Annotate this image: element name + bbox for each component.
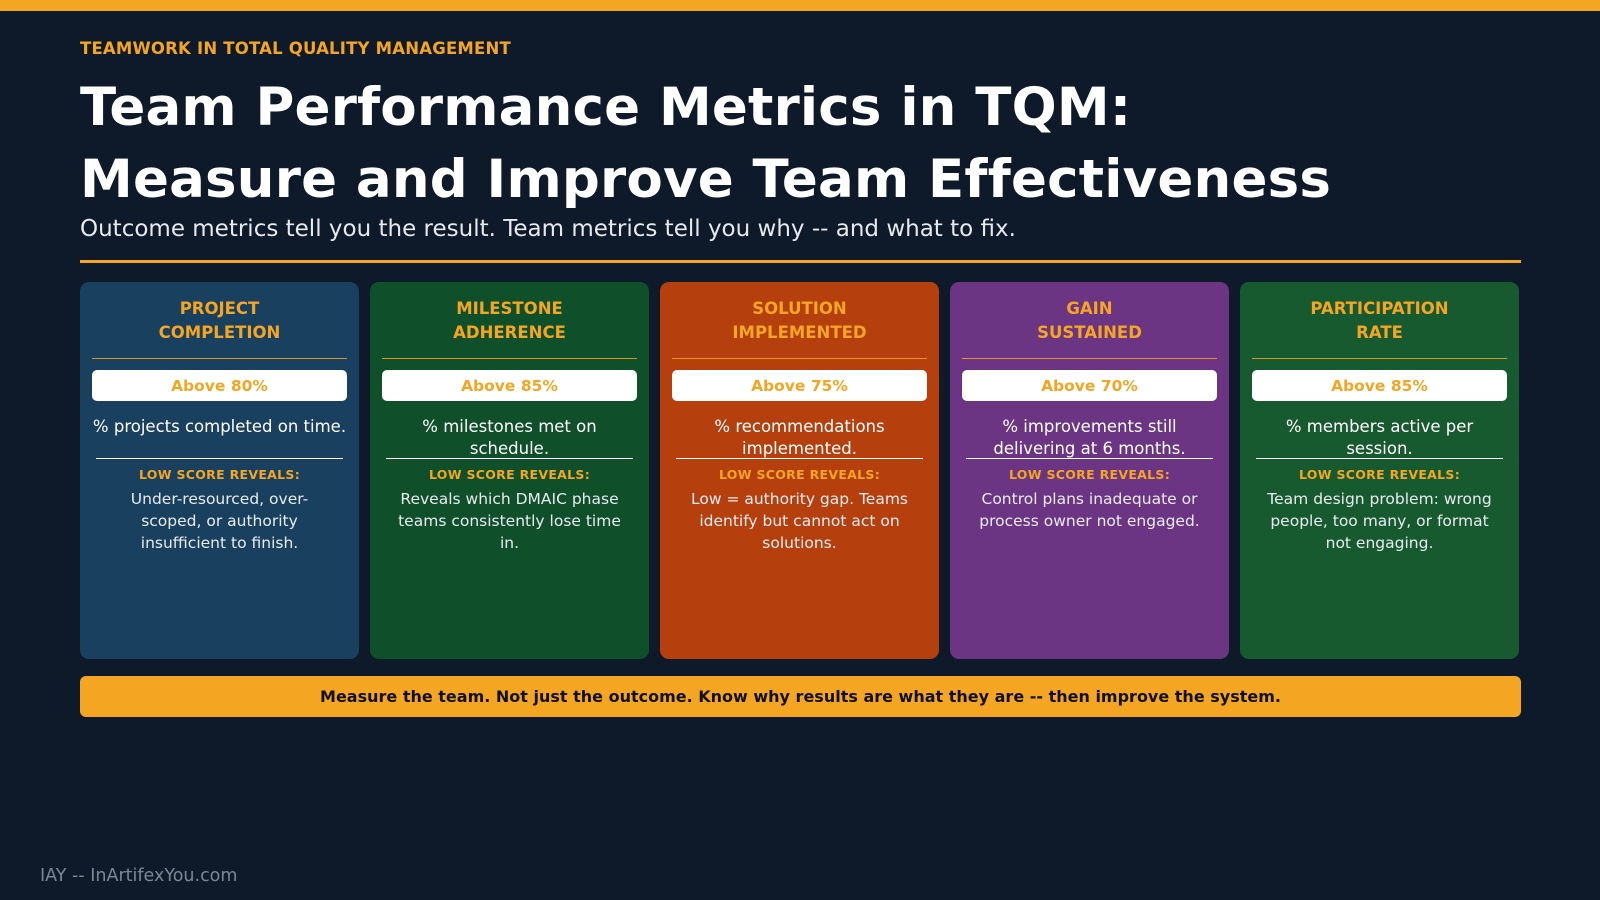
low-score-reveal: Low = authority gap. Teams identify but … xyxy=(691,490,908,552)
page-subtitle: Outcome metrics tell you the result. Tea… xyxy=(80,216,1016,242)
target-badge: Above 75% xyxy=(672,370,927,401)
description-divider xyxy=(1256,458,1503,459)
title-line-1: Team Performance Metrics in TQM: xyxy=(80,77,1132,138)
low-score-reveal: Reveals which DMAIC phase teams consiste… xyxy=(398,490,621,552)
card-divider xyxy=(382,358,637,359)
metric-card-gain-sustained: GAIN SUSTAINED Above 70% % improvements … xyxy=(950,282,1229,659)
low-score-label: LOW SCORE REVEALS: xyxy=(718,467,881,482)
metric-card-participation-rate: PARTICIPATION RATE Above 85% % members a… xyxy=(1240,282,1519,659)
low-score-label: LOW SCORE REVEALS: xyxy=(428,467,591,482)
card-title-line-1: SOLUTION xyxy=(752,299,847,318)
card-title: PARTICIPATION RATE xyxy=(1240,297,1519,345)
page-title: Team Performance Metrics in TQM: Measure… xyxy=(80,72,1520,216)
description-divider xyxy=(676,458,923,459)
footer-credit: IAY -- InArtifexYou.com xyxy=(40,866,238,886)
top-accent-bar xyxy=(0,0,1600,11)
low-score-label: LOW SCORE REVEALS: xyxy=(1008,467,1171,482)
target-badge: Above 85% xyxy=(1252,370,1507,401)
metric-description: % milestones met on schedule. xyxy=(422,417,597,458)
description-divider xyxy=(386,458,633,459)
card-divider xyxy=(92,358,347,359)
card-title: GAIN SUSTAINED xyxy=(950,297,1229,345)
low-score-reveal: Control plans inadequate or process owne… xyxy=(979,490,1200,530)
card-title-line-1: MILESTONE xyxy=(456,299,563,318)
target-badge: Above 70% xyxy=(962,370,1217,401)
low-score-reveal: Under-resourced, over-scoped, or authori… xyxy=(130,490,309,552)
card-title-line-1: GAIN xyxy=(1066,299,1113,318)
card-divider xyxy=(962,358,1217,359)
card-title-line-2: RATE xyxy=(1356,323,1403,342)
takeaway-text: Measure the team. Not just the outcome. … xyxy=(320,687,1281,706)
target-badge: Above 80% xyxy=(92,370,347,401)
target-badge: Above 85% xyxy=(382,370,637,401)
description-divider xyxy=(96,458,343,459)
metric-description: % projects completed on time. xyxy=(92,417,347,436)
eyebrow-label: TEAMWORK IN TOTAL QUALITY MANAGEMENT xyxy=(80,39,511,58)
takeaway-banner: Measure the team. Not just the outcome. … xyxy=(80,676,1521,717)
card-title-line-1: PARTICIPATION xyxy=(1310,299,1449,318)
card-title: PROJECT COMPLETION xyxy=(80,297,359,345)
card-title: MILESTONE ADHERENCE xyxy=(370,297,649,345)
header-divider xyxy=(80,260,1521,263)
card-title: SOLUTION IMPLEMENTED xyxy=(660,297,939,345)
metric-card-project-completion: PROJECT COMPLETION Above 80% % projects … xyxy=(80,282,359,659)
card-title-line-2: COMPLETION xyxy=(158,323,281,342)
low-score-reveal: Team design problem: wrong people, too m… xyxy=(1267,490,1492,552)
metric-description: % improvements still delivering at 6 mon… xyxy=(993,417,1186,458)
metric-card-solution-implemented: SOLUTION IMPLEMENTED Above 75% % recomme… xyxy=(660,282,939,659)
card-title-line-2: ADHERENCE xyxy=(453,323,566,342)
low-score-label: LOW SCORE REVEALS: xyxy=(138,467,301,482)
card-title-line-2: IMPLEMENTED xyxy=(732,323,867,342)
metric-cards: PROJECT COMPLETION Above 80% % projects … xyxy=(80,282,1521,659)
card-divider xyxy=(672,358,927,359)
metric-card-milestone-adherence: MILESTONE ADHERENCE Above 85% % mileston… xyxy=(370,282,649,659)
card-divider xyxy=(1252,358,1507,359)
card-title-line-1: PROJECT xyxy=(179,299,260,318)
metric-description: % recommendations implemented. xyxy=(714,417,885,458)
title-line-2: Measure and Improve Team Effectiveness xyxy=(80,149,1332,210)
card-title-line-2: SUSTAINED xyxy=(1037,323,1142,342)
description-divider xyxy=(966,458,1213,459)
metric-description: % members active per session. xyxy=(1285,417,1474,458)
low-score-label: LOW SCORE REVEALS: xyxy=(1298,467,1461,482)
